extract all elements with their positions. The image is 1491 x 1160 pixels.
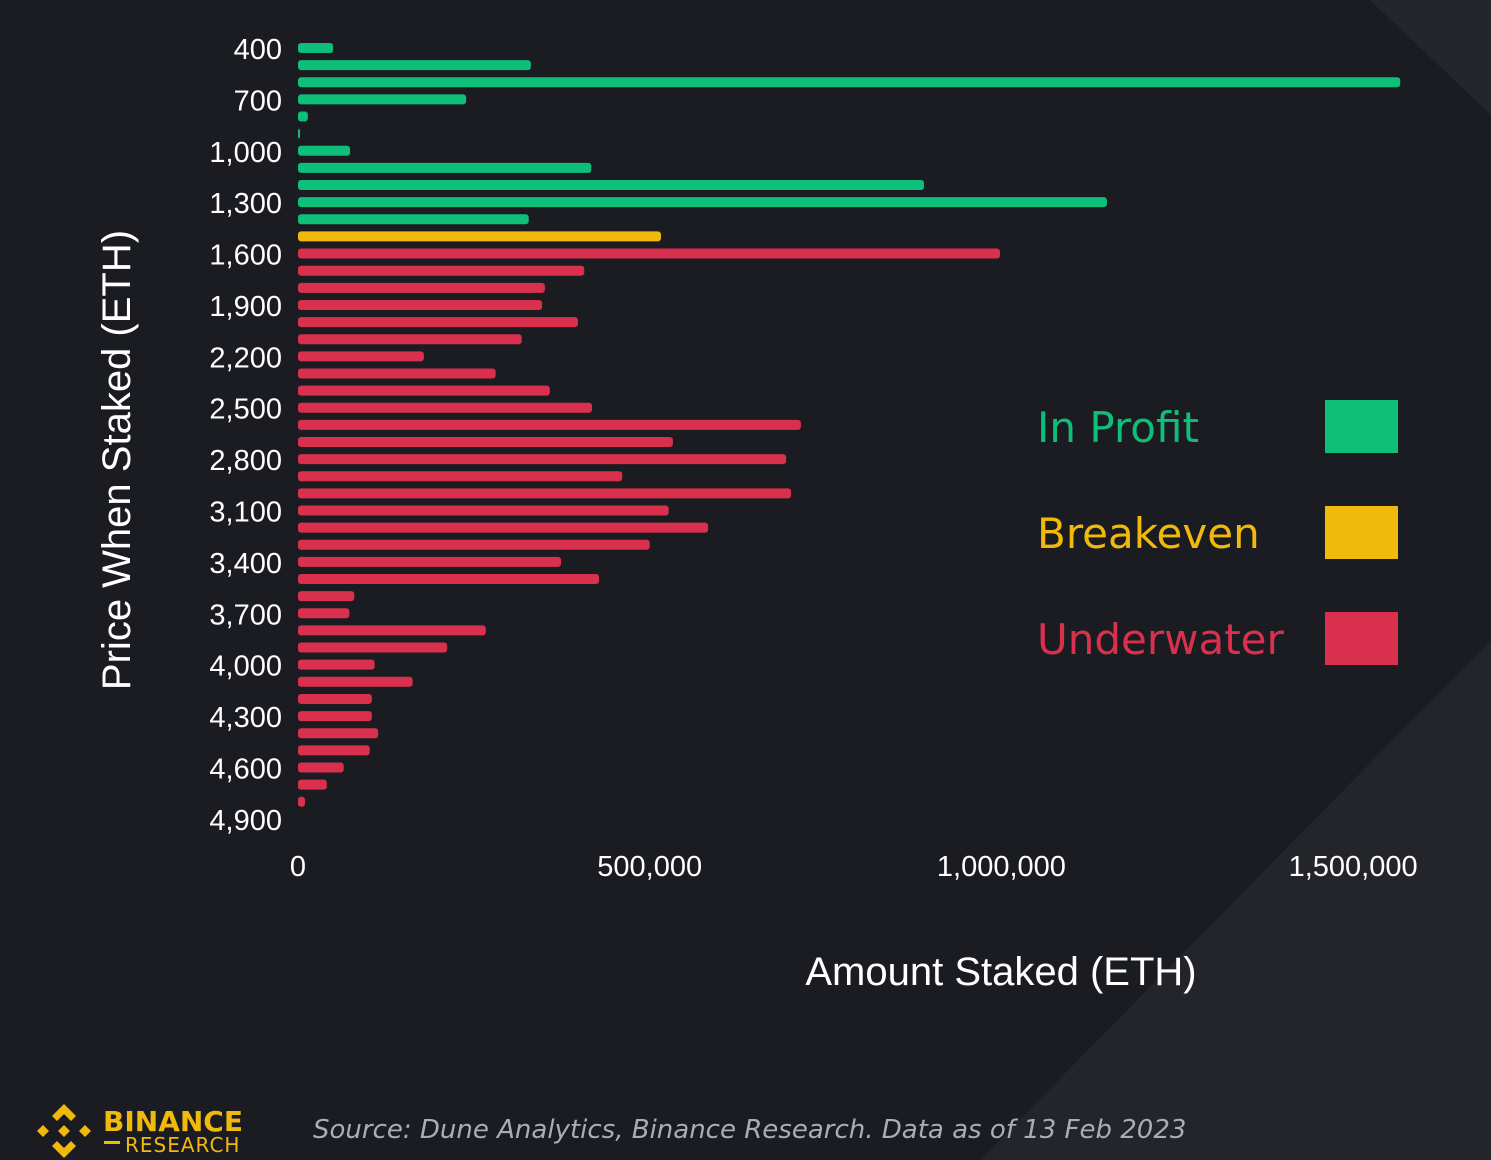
- bar-4100: [298, 676, 413, 687]
- bar-1600: [298, 248, 1000, 259]
- y-tick-label: 400: [234, 34, 282, 66]
- legend-label-profit: In Profit: [1037, 403, 1199, 452]
- bar-2700: [298, 436, 673, 447]
- bar-900: [298, 128, 300, 139]
- bar-2400: [298, 385, 550, 396]
- background-shape: [980, 640, 1491, 1160]
- bar-800: [298, 111, 308, 122]
- source-note: Source: Dune Analytics, Binance Research…: [313, 1115, 1186, 1145]
- bar-2000: [298, 317, 578, 328]
- bar-2600: [298, 419, 801, 430]
- brand-dash: [104, 1141, 120, 1144]
- legend-swatch-underwater: [1325, 612, 1398, 665]
- bar-4600: [298, 762, 344, 773]
- bar-4700: [298, 779, 327, 790]
- bar-2300: [298, 368, 496, 379]
- bar-3500: [298, 574, 600, 585]
- bar-3000: [298, 488, 792, 499]
- bar-3900: [298, 642, 448, 653]
- bar-3600: [298, 591, 355, 602]
- background-shape: [1370, 0, 1491, 115]
- bar-4500: [298, 745, 370, 756]
- legend-swatch-breakeven: [1325, 506, 1398, 559]
- y-tick-label: 3,100: [209, 497, 282, 529]
- bar-3800: [298, 625, 486, 636]
- brand-bottom: RESEARCH: [125, 1133, 240, 1157]
- bar-2200: [298, 351, 424, 362]
- bar-2900: [298, 471, 623, 482]
- bar-1100: [298, 162, 592, 173]
- bar-3700: [298, 608, 350, 619]
- bar-4000: [298, 659, 375, 670]
- bar-600: [298, 77, 1401, 88]
- y-tick-label: 1,600: [209, 240, 282, 272]
- bar-4400: [298, 728, 379, 739]
- bar-1800: [298, 282, 545, 293]
- bar-700: [298, 94, 467, 105]
- legend-label-breakeven: Breakeven: [1037, 509, 1260, 558]
- bar-1000: [298, 145, 351, 156]
- bar-3100: [298, 505, 669, 516]
- bar-2800: [298, 454, 787, 465]
- y-tick-label: 1,900: [209, 291, 282, 323]
- binance-research-logo: BINANCE RESEARCH: [37, 1104, 243, 1158]
- bar-2100: [298, 334, 522, 345]
- legend-swatch-profit: [1325, 400, 1398, 453]
- brand-top: BINANCE: [103, 1105, 243, 1138]
- bar-2500: [298, 402, 593, 413]
- y-tick-label: 4,600: [209, 753, 282, 785]
- x-axis-title: Amount Staked (ETH): [805, 950, 1196, 994]
- bar-1300: [298, 197, 1107, 208]
- y-tick-label: 2,800: [209, 445, 282, 477]
- y-tick-label: 2,200: [209, 342, 282, 374]
- y-tick-label: 4,300: [209, 702, 282, 734]
- bar-1700: [298, 265, 585, 276]
- bar-4300: [298, 711, 372, 722]
- y-tick-label: 1,300: [209, 188, 282, 220]
- y-tick-label: 4,900: [209, 805, 282, 837]
- x-tick-label: 1,500,000: [1289, 851, 1418, 883]
- bar-1200: [298, 180, 925, 191]
- bar-1900: [298, 299, 543, 310]
- y-tick-label: 700: [234, 85, 282, 117]
- y-tick-label: 3,700: [209, 599, 282, 631]
- bar-400: [298, 43, 334, 53]
- y-tick-label: 1,000: [209, 137, 282, 169]
- bar-1400: [298, 214, 529, 225]
- y-tick-label: 2,500: [209, 394, 282, 426]
- y-axis-title: Price When Staked (ETH): [95, 230, 139, 690]
- bar-4800: [298, 796, 306, 807]
- y-tick-label: 4,000: [209, 651, 282, 683]
- bar-4200: [298, 693, 372, 704]
- bar-3400: [298, 556, 562, 567]
- binance-logo-icon: [37, 1104, 91, 1158]
- x-tick-label: 0: [290, 851, 306, 883]
- bar-3200: [298, 522, 709, 533]
- bar-1500: [298, 231, 661, 242]
- bar-3300: [298, 539, 650, 550]
- x-tick-label: 1,000,000: [937, 851, 1066, 883]
- y-tick-label: 3,400: [209, 548, 282, 580]
- bar-500: [298, 60, 531, 71]
- legend-label-underwater: Underwater: [1037, 615, 1285, 664]
- x-tick-label: 500,000: [597, 851, 702, 883]
